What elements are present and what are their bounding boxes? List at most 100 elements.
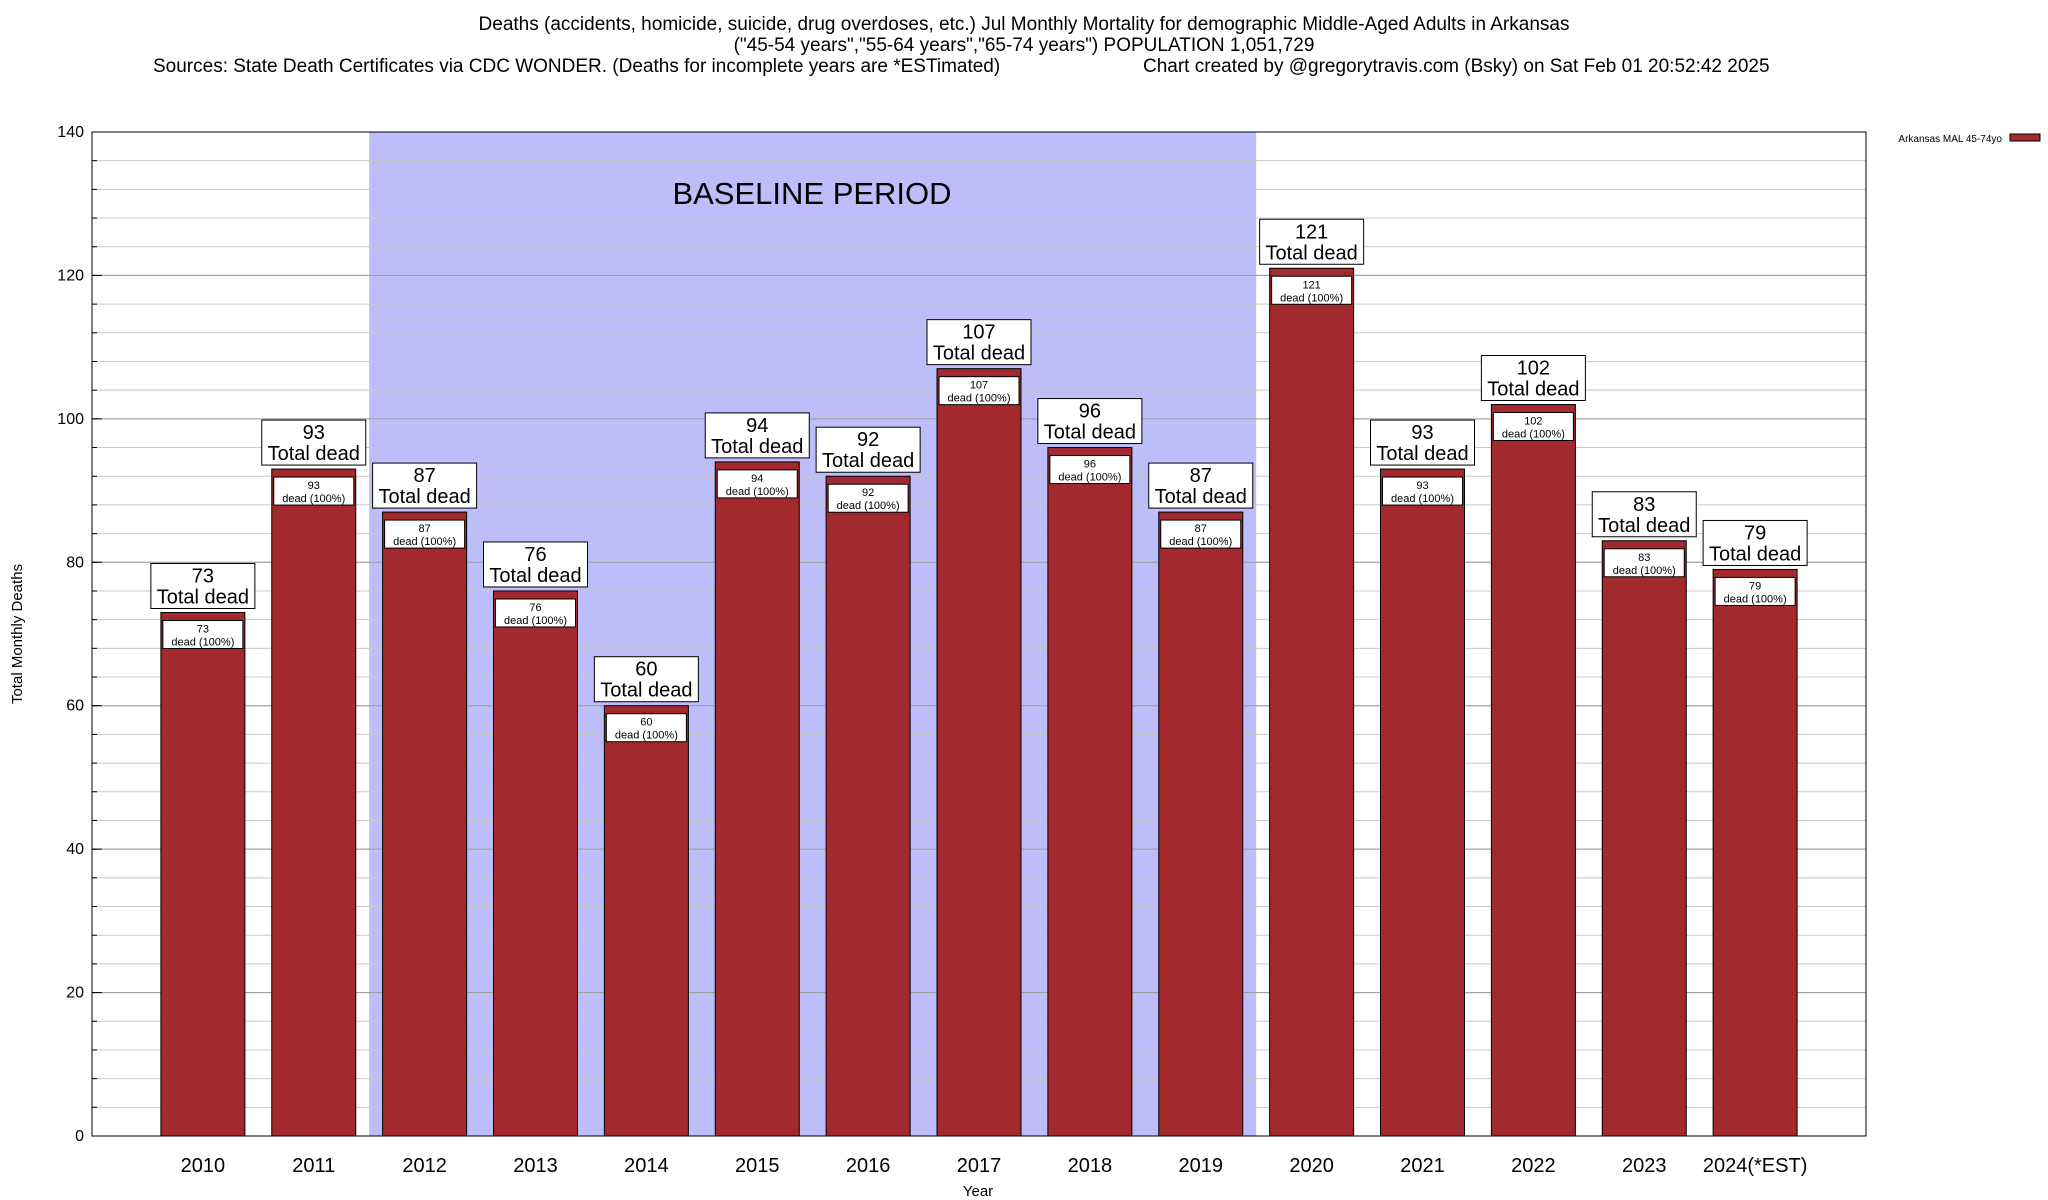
total-value-label: 60 [635, 659, 657, 681]
total-value-label: 93 [303, 422, 325, 444]
inner-label-box [273, 476, 355, 506]
inner-percent-label: dead (100%) [504, 615, 567, 627]
y-tick-label: 140 [57, 124, 84, 141]
total-dead-label: Total dead [378, 486, 470, 508]
total-dead-label: Total dead [1598, 515, 1690, 537]
total-label-box [815, 426, 921, 473]
y-tick-label: 0 [75, 1128, 84, 1145]
total-value-label: 94 [746, 415, 768, 437]
bar [936, 368, 1022, 1137]
bar [714, 461, 800, 1137]
inner-percent-label: dead (100%) [1391, 493, 1454, 505]
total-label-box [704, 412, 810, 459]
inner-label-box [1714, 576, 1796, 606]
inner-percent-label: dead (100%) [615, 730, 678, 742]
x-tick-label: 2013 [513, 1155, 558, 1177]
inner-label-box [827, 483, 909, 513]
x-tick-label: 2015 [735, 1155, 780, 1177]
total-value-label: 76 [524, 544, 546, 566]
inner-label-box [1492, 412, 1574, 442]
inner-value-label: 83 [1638, 552, 1650, 564]
inner-label-box [938, 376, 1020, 406]
total-dead-label: Total dead [1376, 443, 1468, 465]
total-label-box [261, 419, 367, 466]
inner-value-label: 121 [1302, 279, 1320, 291]
total-value-label: 102 [1517, 358, 1550, 380]
inner-percent-label: dead (100%) [1280, 292, 1343, 304]
total-label-box [483, 541, 588, 588]
total-dead-label: Total dead [1155, 486, 1247, 508]
total-label-box [372, 462, 478, 509]
bar [160, 611, 246, 1137]
inner-label-box [1603, 548, 1685, 578]
inner-label-box [495, 598, 576, 628]
total-value-label: 83 [1633, 494, 1655, 516]
x-tick-label: 2024(*EST) [1703, 1155, 1808, 1177]
total-label-box [1259, 218, 1365, 265]
total-label-box [1370, 419, 1475, 466]
total-dead-label: Total dead [1044, 422, 1136, 444]
x-tick-label: 2011 [292, 1155, 335, 1177]
inner-percent-label: dead (100%) [171, 636, 234, 648]
inner-value-label: 79 [1749, 580, 1761, 592]
total-dead-label: Total dead [1709, 543, 1801, 565]
y-axis-label: Total Monthly Deaths [9, 564, 26, 704]
x-tick-label: 2019 [1179, 1155, 1224, 1177]
bar [1380, 468, 1465, 1137]
total-label-box [1148, 462, 1254, 509]
total-dead-label: Total dead [1265, 242, 1357, 264]
x-tick-label: 2018 [1068, 1155, 1113, 1177]
total-label-box [1591, 491, 1697, 538]
inner-label-box [716, 469, 798, 499]
bar [1490, 404, 1576, 1137]
total-value-label: 93 [1411, 422, 1433, 444]
inner-percent-label: dead (100%) [1502, 429, 1565, 441]
inner-value-label: 76 [529, 602, 541, 614]
x-tick-label: 2017 [957, 1155, 1002, 1177]
total-label-box [926, 319, 1032, 366]
bar [825, 475, 911, 1137]
y-tick-label: 60 [66, 698, 84, 715]
total-dead-label: Total dead [822, 450, 914, 472]
chart-subtitle: ("45-54 years","55-64 years","65-74 year… [733, 35, 1315, 56]
inner-label-box [1382, 476, 1463, 506]
inner-label-box [1160, 519, 1242, 549]
x-tick-label: 2023 [1622, 1155, 1667, 1177]
inner-label-box [162, 619, 244, 649]
inner-label-box [384, 519, 466, 549]
total-value-label: 92 [857, 429, 879, 451]
bar [603, 705, 689, 1137]
inner-value-label: 87 [1195, 523, 1207, 535]
x-tick-label: 2014 [624, 1155, 669, 1177]
inner-value-label: 93 [308, 480, 320, 492]
x-tick-label: 2021 [1400, 1155, 1445, 1177]
total-dead-label: Total dead [1487, 379, 1579, 401]
y-tick-label: 100 [57, 411, 84, 428]
y-tick-label: 120 [57, 267, 84, 284]
inner-value-label: 60 [640, 717, 652, 729]
legend: Arkansas MAL 45-74yo [1898, 133, 2041, 145]
bar [1601, 540, 1687, 1137]
total-dead-label: Total dead [268, 443, 360, 465]
axis-ticks [92, 131, 102, 1137]
chart-credit: Chart created by @gregorytravis.com (Bsk… [1143, 56, 1770, 77]
inner-percent-label: dead (100%) [1724, 593, 1787, 605]
total-dead-label: Total dead [489, 565, 581, 587]
inner-percent-label: dead (100%) [282, 493, 345, 505]
inner-value-label: 96 [1084, 459, 1096, 471]
x-tick-label: 2010 [181, 1155, 226, 1177]
total-value-label: 87 [1190, 465, 1212, 487]
bar [1047, 447, 1133, 1137]
inner-label-box [1049, 455, 1131, 485]
inner-percent-label: dead (100%) [726, 486, 789, 498]
inner-label-box [1271, 275, 1353, 305]
chart-source: Sources: State Death Certificates via CD… [153, 56, 1001, 77]
total-dead-label: Total dead [600, 680, 692, 702]
inner-value-label: 87 [419, 523, 431, 535]
inner-value-label: 73 [197, 623, 209, 635]
x-tick-label: 2012 [402, 1155, 447, 1177]
total-label-box [1037, 398, 1143, 445]
total-label-box [1702, 519, 1808, 566]
